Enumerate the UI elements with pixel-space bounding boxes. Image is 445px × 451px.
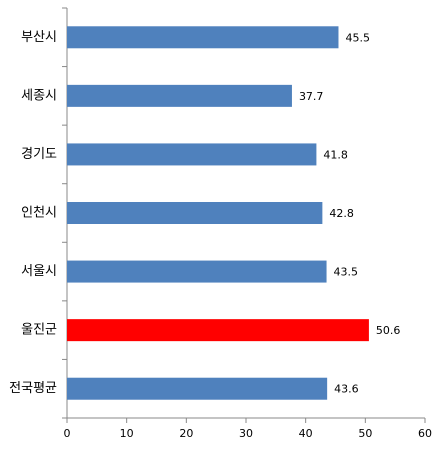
y-tick-label: 인천시 (21, 206, 57, 221)
data-label: 43.5 (334, 266, 359, 279)
x-tick-label: 10 (120, 427, 134, 440)
bar (67, 260, 327, 283)
data-label: 37.7 (299, 90, 324, 103)
bar (67, 143, 317, 166)
data-label: 41.8 (323, 148, 348, 161)
y-tick-label: 서울시 (21, 264, 57, 279)
data-label: 45.5 (345, 31, 370, 44)
bar (67, 26, 339, 49)
data-label: 42.8 (329, 207, 354, 220)
x-tick-label: 50 (358, 427, 372, 440)
bar (67, 319, 369, 342)
bar (67, 202, 323, 224)
x-tick-label: 60 (418, 427, 432, 440)
x-tick-label: 20 (179, 427, 193, 440)
y-tick-label: 부산시 (21, 30, 57, 45)
x-tick-label: 30 (239, 427, 253, 440)
y-tick-label: 전국평균 (9, 381, 57, 396)
bar (67, 84, 292, 107)
data-label: 50.6 (376, 324, 401, 337)
data-label: 43.6 (334, 383, 359, 396)
y-tick-label: 경기도 (21, 147, 57, 162)
y-tick-label: 세종시 (21, 88, 57, 103)
y-tick-label: 울진군 (21, 323, 57, 338)
bar (67, 377, 328, 400)
x-tick-label: 0 (64, 427, 71, 440)
x-tick-label: 40 (299, 427, 313, 440)
